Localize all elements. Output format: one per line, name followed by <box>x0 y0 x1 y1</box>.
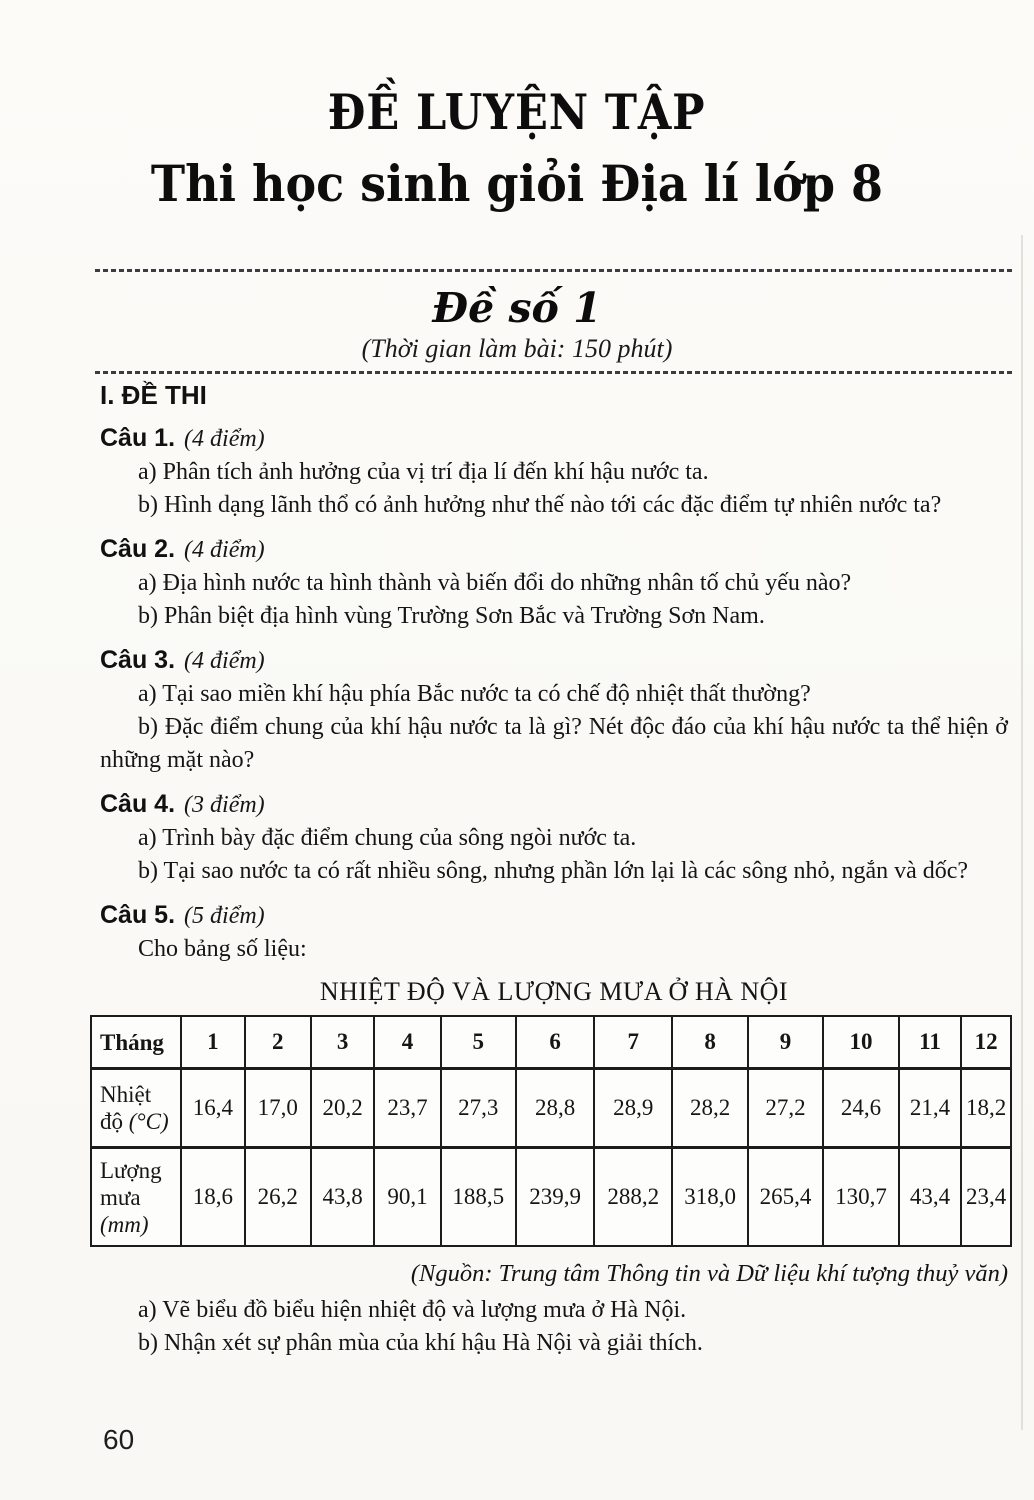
page-number: 60 <box>103 1424 135 1455</box>
temperature-row-label: Nhiệt độ (°C) <box>89 1067 183 1149</box>
question-3-heading: Câu 3. (4 điểm) <box>100 646 1008 675</box>
question-4-points: (3 điểm) <box>184 792 265 818</box>
month-8-header: 8 <box>671 1015 749 1070</box>
month-7-header: 7 <box>593 1015 674 1070</box>
temp-value-8: 28,2 <box>671 1067 749 1149</box>
month-1-header: 1 <box>180 1015 246 1070</box>
question-4-part-b: b) Tại sao nước ta có rất nhiều sông, nh… <box>138 858 969 884</box>
temp-value-2: 17,0 <box>243 1067 312 1149</box>
rain-value-8: 318,0 <box>671 1146 749 1247</box>
month-5-header: 5 <box>439 1015 518 1070</box>
page-title-line1: ĐỀ LUYỆN TẬP <box>328 83 706 141</box>
rainfall-row: Lượng mưa (mm) 18,6 26,2 43,8 90,1 188,5… <box>89 1146 1012 1247</box>
rain-value-4: 90,1 <box>373 1146 442 1247</box>
temp-value-10: 24,6 <box>822 1067 900 1149</box>
temp-value-5: 27,3 <box>439 1067 518 1149</box>
climate-data-table: Tháng 1 2 3 4 5 6 7 8 9 10 11 12 Nhiệt đ… <box>89 1015 1012 1247</box>
question-4-heading: Câu 4. (3 điểm) <box>100 790 1008 819</box>
rain-value-6: 239,9 <box>514 1146 596 1247</box>
question-1-heading: Câu 1. (4 điểm) <box>100 424 1008 453</box>
question-4-part-a: a) Trình bày đặc điểm chung của sông ngò… <box>138 825 637 851</box>
rainfall-row-label: Lượng mưa (mm) <box>89 1146 183 1247</box>
rainfall-unit: (mm) <box>100 1211 149 1237</box>
question-2-points: (4 điểm) <box>184 537 265 563</box>
rain-value-1: 18,6 <box>180 1146 246 1247</box>
rain-value-7: 288,2 <box>593 1146 674 1247</box>
question-2-label: Câu 2. <box>100 535 176 563</box>
exam-body: I. ĐỀ THI Câu 1. (4 điểm) a) Phân tích ản… <box>89 380 1012 1360</box>
month-2-header: 2 <box>243 1015 312 1070</box>
temp-value-1: 16,4 <box>180 1067 246 1149</box>
exam-duration: (Thời gian làm bài: 150 phút) <box>361 334 673 363</box>
rain-value-10: 130,7 <box>822 1146 900 1247</box>
question-1-part-a: a) Phân tích ảnh hưởng của vị trí địa lí… <box>138 459 709 485</box>
temp-value-6: 28,8 <box>514 1067 596 1149</box>
month-10-header: 10 <box>822 1015 900 1070</box>
rain-value-9: 265,4 <box>746 1146 825 1247</box>
question-1-points: (4 điểm) <box>184 426 265 452</box>
temp-value-12: 18,2 <box>960 1067 1012 1149</box>
question-1-label: Câu 1. <box>100 424 176 452</box>
data-table-title: NHIỆT ĐỘ VÀ LƯỢNG MƯA Ở HÀ NỘI <box>319 977 789 1006</box>
document-header: ĐỀ LUYỆN TẬP Thi học sinh giỏi Địa lí lớ… <box>0 88 1034 209</box>
question-3-label: Câu 3. <box>100 646 176 674</box>
exam-number-heading: Đề số 1 <box>432 284 602 332</box>
temperature-label-text: Nhiệt độ <box>100 1082 152 1134</box>
month-3-header: 3 <box>309 1015 376 1070</box>
question-4-label: Câu 4. <box>100 790 176 818</box>
rain-value-12: 23,4 <box>960 1146 1012 1247</box>
task-part-b: b) Nhận xét sự phân mùa của khí hậu Hà N… <box>138 1330 703 1356</box>
temp-value-7: 28,9 <box>593 1067 674 1149</box>
question-2-part-b: b) Phân biệt địa hình vùng Trường Sơn Bắ… <box>138 603 765 629</box>
question-5-points: (5 điểm) <box>184 903 265 929</box>
table-header-row: Tháng 1 2 3 4 5 6 7 8 9 10 11 12 <box>89 1015 1012 1070</box>
dashed-divider-bottom <box>95 371 1012 374</box>
month-9-header: 9 <box>746 1015 825 1070</box>
question-2-heading: Câu 2. (4 điểm) <box>100 535 1008 564</box>
month-11-header: 11 <box>897 1015 963 1070</box>
rainfall-label-text: Lượng mưa <box>100 1157 162 1210</box>
month-12-header: 12 <box>960 1015 1012 1070</box>
dashed-divider-top <box>95 269 1012 272</box>
question-3-points: (4 điểm) <box>184 648 265 674</box>
rain-value-3: 43,8 <box>309 1146 376 1247</box>
month-4-header: 4 <box>373 1015 442 1070</box>
month-6-header: 6 <box>514 1015 596 1070</box>
temp-value-9: 27,2 <box>746 1067 825 1149</box>
task-part-a: a) Vẽ biểu đồ biểu hiện nhiệt độ và lượn… <box>138 1297 687 1323</box>
question-5-label: Câu 5. <box>100 901 176 929</box>
page-edge-scan-artifact <box>1021 235 1023 1430</box>
temp-value-4: 23,7 <box>373 1067 442 1149</box>
question-1-part-b: b) Hình dạng lãnh thổ có ảnh hưởng như t… <box>138 492 942 518</box>
month-column-header: Tháng <box>89 1015 183 1070</box>
temperature-unit: (°C) <box>128 1109 169 1134</box>
table-intro: Cho bảng số liệu: <box>138 936 307 962</box>
section-heading: I. ĐỀ THI <box>100 380 207 410</box>
rain-value-2: 26,2 <box>243 1146 312 1247</box>
question-5-heading: Câu 5. (5 điểm) <box>100 901 1008 930</box>
rain-value-11: 43,4 <box>897 1146 963 1247</box>
page-title-line2: Thi học sinh giỏi Địa lí lớp 8 <box>150 154 884 213</box>
temp-value-3: 20,2 <box>309 1067 376 1149</box>
rain-value-5: 188,5 <box>439 1146 518 1247</box>
question-3-part-a: a) Tại sao miền khí hậu phía Bắc nước ta… <box>138 681 811 707</box>
question-3-part-b: b) Đặc điểm chung của khí hậu nước ta là… <box>100 714 1008 773</box>
table-source-note: (Nguồn: Trung tâm Thông tin và Dữ liệu k… <box>410 1260 1008 1287</box>
temp-value-11: 21,4 <box>897 1067 963 1149</box>
question-2-part-a: a) Địa hình nước ta hình thành và biến đ… <box>138 570 852 596</box>
temperature-row: Nhiệt độ (°C) 16,4 17,0 20,2 23,7 27,3 2… <box>89 1067 1012 1149</box>
